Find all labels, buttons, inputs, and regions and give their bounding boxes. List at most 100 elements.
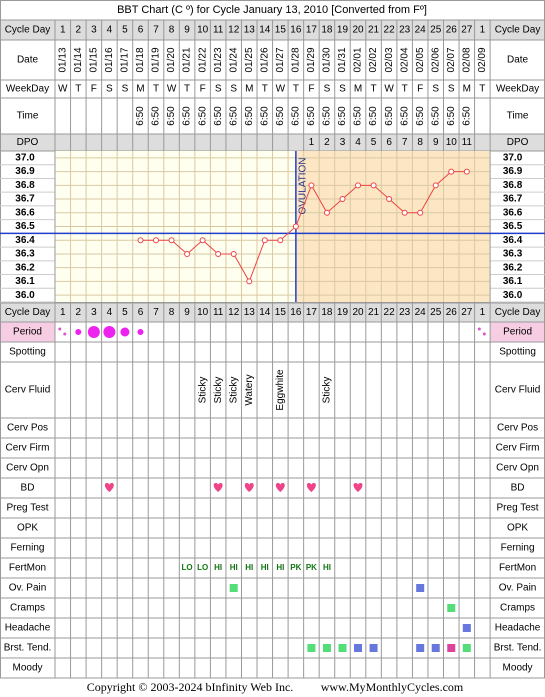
row-label: Cerv Fluid xyxy=(495,385,541,396)
y-tick-label: 36.8 xyxy=(503,180,523,191)
cerv-fluid: Eggwhite xyxy=(275,369,286,411)
y-tick-label: 36.4 xyxy=(15,235,35,246)
cycle-day: 6 xyxy=(138,25,144,36)
weekday: T xyxy=(371,84,377,95)
y-tick-label: 36.4 xyxy=(503,235,523,246)
cycle-day: 16 xyxy=(290,25,302,36)
period-dot xyxy=(58,327,62,331)
row-label: FertMon xyxy=(499,563,536,574)
date: 01/18 xyxy=(135,47,146,72)
label-cell xyxy=(0,39,56,81)
row-label: Cycle Day xyxy=(495,307,541,318)
cycle-day: 21 xyxy=(368,307,380,318)
cerv-fluid: Sticky xyxy=(228,377,239,404)
time: 6:50 xyxy=(461,106,472,126)
weekday: T xyxy=(153,84,159,95)
temperature-point xyxy=(215,250,222,257)
cycle-day: 25 xyxy=(430,307,442,318)
temperature-point xyxy=(168,237,175,244)
label-cell xyxy=(0,97,56,135)
row-label: Date xyxy=(17,55,39,66)
time: 6:50 xyxy=(259,106,270,126)
temperature-point xyxy=(339,196,346,203)
date: 02/05 xyxy=(415,47,426,72)
cycle-day: 14 xyxy=(259,307,271,318)
weekday: T xyxy=(479,84,485,95)
period-dot xyxy=(477,327,481,331)
weekday: F xyxy=(308,84,314,95)
row-label: Spotting xyxy=(9,347,46,358)
time: 6:50 xyxy=(275,106,286,126)
cycle-day: 4 xyxy=(107,25,113,36)
row-label: OPK xyxy=(507,523,528,534)
weekday: W xyxy=(167,84,177,95)
cycle-day: 24 xyxy=(415,25,427,36)
date: 01/26 xyxy=(259,47,270,72)
cycle-day: 24 xyxy=(415,307,427,318)
row-label: Time xyxy=(507,111,529,122)
cycle-day: 1 xyxy=(480,25,486,36)
symptom-mark xyxy=(430,643,441,653)
date: 01/27 xyxy=(275,47,286,72)
date: 01/29 xyxy=(306,47,317,72)
fertmon: HI xyxy=(214,563,222,572)
dpo: 11 xyxy=(462,137,473,148)
fertmon: HI xyxy=(276,563,284,572)
temperature-point xyxy=(463,168,470,175)
row-label: Cycle Day xyxy=(495,25,541,36)
dpo: 4 xyxy=(355,137,361,148)
cerv-fluid: Sticky xyxy=(213,377,224,404)
cycle-day: 21 xyxy=(368,25,380,36)
dpo: 8 xyxy=(417,137,423,148)
date: 01/15 xyxy=(88,47,99,72)
row-label: Date xyxy=(507,55,529,66)
temperature-point xyxy=(199,237,206,244)
temperature-point xyxy=(137,237,144,244)
row-label: Ov. Pain xyxy=(9,583,47,594)
date: 01/20 xyxy=(166,47,177,72)
time: 6:50 xyxy=(228,106,239,126)
period-dot xyxy=(103,326,116,338)
temperature-point xyxy=(308,182,315,189)
cycle-day: 12 xyxy=(228,307,240,318)
y-tick-label: 36.1 xyxy=(15,276,35,287)
y-tick-label: 36.3 xyxy=(15,249,35,260)
date: 01/16 xyxy=(104,47,115,72)
y-tick-label: 36.6 xyxy=(503,207,523,218)
weekday: T xyxy=(184,84,190,95)
weekday: W xyxy=(384,84,394,95)
cycle-day: 7 xyxy=(153,25,159,36)
chart-title: BBT Chart (C º) for Cycle January 13, 20… xyxy=(117,4,427,16)
cycle-day: 1 xyxy=(60,25,66,36)
row-label: Period xyxy=(503,327,532,338)
row-label: Moody xyxy=(503,663,533,674)
date: 02/02 xyxy=(368,47,379,72)
weekday: S xyxy=(432,84,439,95)
y-tick-label: 36.2 xyxy=(503,262,523,273)
ovulation-label: OVULATION xyxy=(298,157,309,214)
date: 02/03 xyxy=(384,47,395,72)
date: 01/30 xyxy=(322,47,333,72)
cycle-day: 16 xyxy=(290,307,302,318)
weekday: T xyxy=(402,84,408,95)
row-label: Headache xyxy=(5,623,51,634)
fertmon: LO xyxy=(197,563,208,572)
period-dot xyxy=(75,329,82,335)
bd-heart xyxy=(306,483,316,492)
y-tick-label: 36.3 xyxy=(503,249,523,260)
temperature-point xyxy=(153,237,160,244)
y-tick-label: 36.2 xyxy=(15,262,35,273)
time: 6:50 xyxy=(353,106,364,126)
cycle-day: 2 xyxy=(76,307,82,318)
y-tick-label: 36.9 xyxy=(503,166,523,177)
row-label: Cerv Fluid xyxy=(5,385,51,396)
y-tick-label: 37.0 xyxy=(15,153,35,164)
y-tick-label: 36.7 xyxy=(503,194,523,205)
row-label: Preg Test xyxy=(6,503,48,514)
row-label: FertMon xyxy=(9,563,46,574)
row-label: WeekDay xyxy=(496,84,539,95)
weekday: M xyxy=(245,84,253,95)
row-label: OPK xyxy=(17,523,38,534)
weekday: M xyxy=(136,84,144,95)
temperature-point xyxy=(448,168,455,175)
